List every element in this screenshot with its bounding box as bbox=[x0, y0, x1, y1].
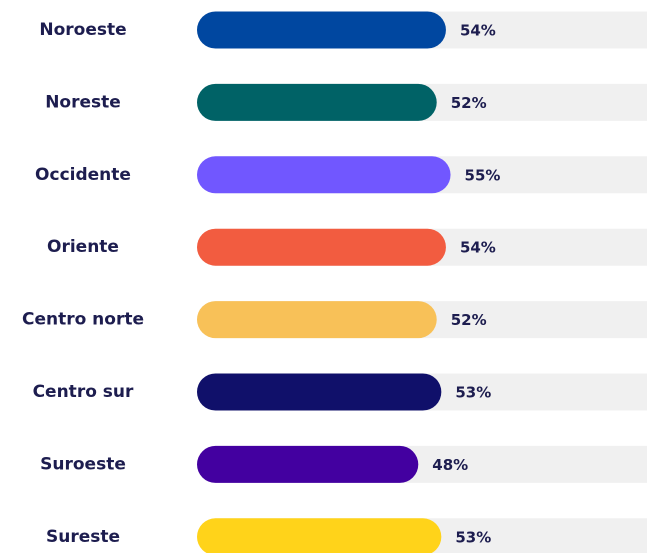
value-label: 52% bbox=[451, 311, 487, 329]
bar bbox=[197, 445, 419, 483]
category-label: Sureste bbox=[46, 527, 120, 547]
value-label: 54% bbox=[460, 22, 496, 40]
bar bbox=[197, 11, 446, 49]
category-label: Centro sur bbox=[33, 382, 134, 402]
value-label: 53% bbox=[455, 384, 491, 402]
category-label: Noreste bbox=[45, 92, 121, 112]
value-label: 55% bbox=[465, 166, 501, 184]
bar bbox=[197, 518, 442, 553]
value-label: 48% bbox=[432, 456, 468, 474]
bar bbox=[197, 228, 446, 266]
bar bbox=[197, 83, 437, 121]
category-label: Noroeste bbox=[39, 20, 126, 40]
category-label: Oriente bbox=[47, 237, 119, 257]
value-label: 54% bbox=[460, 239, 496, 257]
category-label: Occidente bbox=[35, 165, 131, 185]
category-label: Centro norte bbox=[22, 310, 144, 330]
bar bbox=[197, 301, 437, 339]
bar bbox=[197, 373, 442, 411]
category-label: Suroeste bbox=[40, 454, 126, 474]
bar bbox=[197, 156, 451, 194]
value-label: 52% bbox=[451, 94, 487, 112]
value-label: 53% bbox=[455, 528, 491, 546]
